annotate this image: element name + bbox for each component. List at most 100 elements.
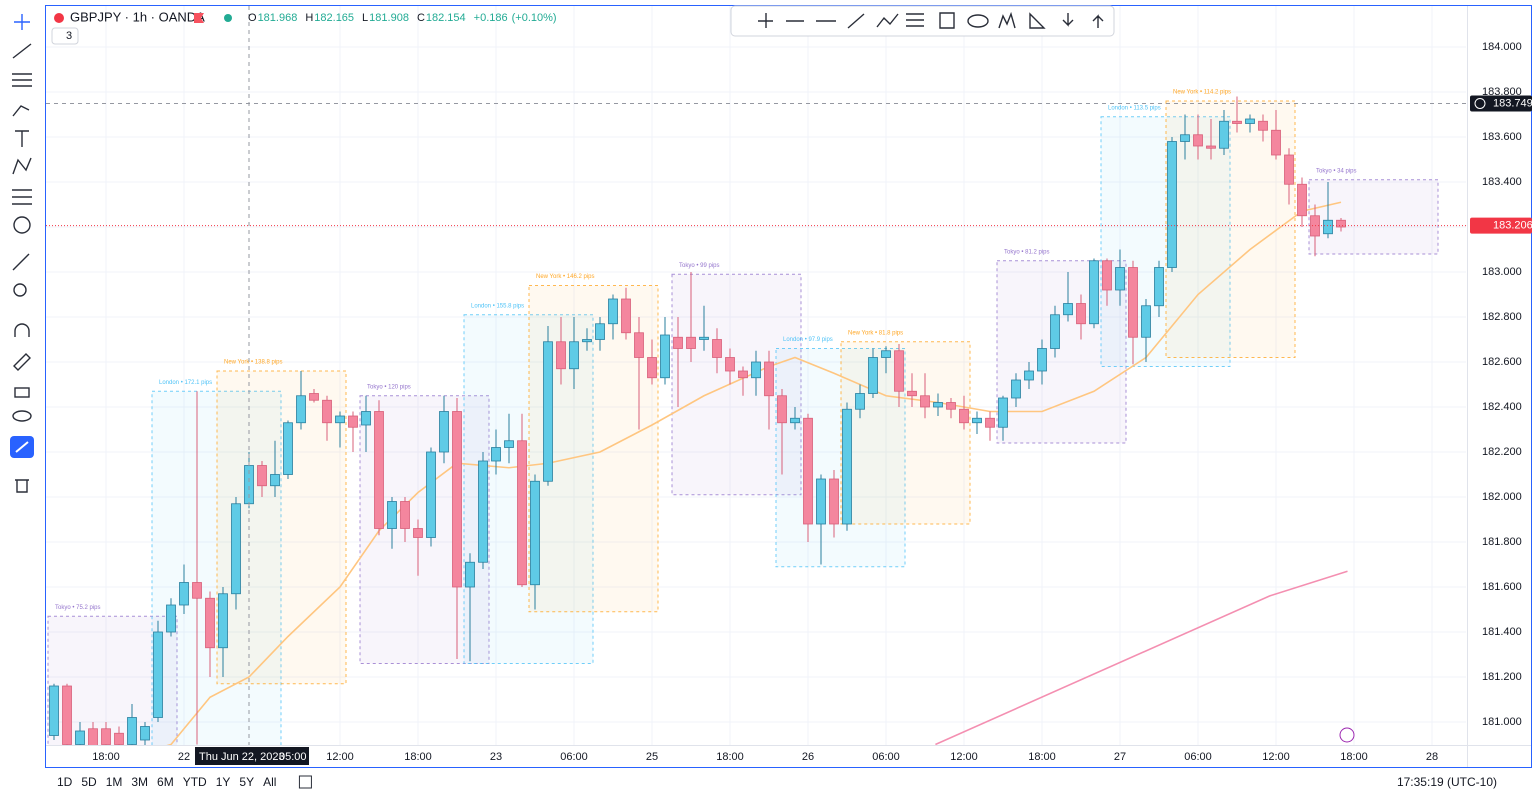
candle-body [335, 415, 345, 424]
candle-body [699, 336, 709, 340]
candle-body [1284, 154, 1294, 185]
zoom-tool[interactable] [13, 283, 27, 297]
lock-tool[interactable] [14, 387, 30, 398]
brush-tool[interactable] [12, 105, 30, 117]
candle-body [569, 341, 579, 370]
candle-body [1297, 183, 1307, 217]
ohlc-value: 181.968 [258, 12, 298, 24]
session-label: Tokyo • 99 pips [679, 263, 719, 269]
session-label: New York • 114.2 pips [1173, 90, 1231, 96]
change: +0.186 [474, 12, 508, 24]
crosshair-tool[interactable] [14, 14, 30, 30]
range-button[interactable]: 5Y [239, 775, 254, 789]
pattern-tool[interactable] [12, 157, 32, 175]
ohlc-key: H [305, 12, 313, 24]
candle-body [1011, 379, 1021, 399]
candle-body [1115, 267, 1125, 291]
ruler-tool[interactable] [12, 253, 30, 271]
x-tick-label: 22 [178, 751, 190, 763]
trendline-tool[interactable] [12, 43, 32, 59]
candle-body [1089, 260, 1099, 325]
candle-body [881, 350, 891, 358]
candle-body [1258, 120, 1268, 131]
candle-body [712, 339, 722, 358]
toolbar-icons [12, 14, 32, 422]
x-tick-label: 18:00 [404, 751, 432, 763]
delete-tool[interactable] [15, 479, 29, 493]
candle-body [1232, 120, 1242, 124]
candle-body [439, 411, 449, 453]
candle-body [985, 417, 995, 428]
session-label: London • 155.8 pips [471, 303, 524, 309]
candle-body [1076, 303, 1086, 325]
ohlc-key: L [362, 12, 368, 24]
candle-body [1336, 219, 1346, 228]
candle-body [257, 465, 267, 487]
x-tick-label: 18:00 [92, 751, 120, 763]
candle-body [829, 478, 839, 525]
candle-body [868, 357, 878, 394]
candle-body [361, 411, 371, 426]
ohlc-value: 182.165 [314, 12, 354, 24]
x-tick-label: 18:00 [716, 751, 744, 763]
candle-body [530, 480, 540, 586]
indicator-toggle[interactable] [51, 27, 79, 45]
candle-body [725, 357, 735, 372]
candle-body [660, 334, 670, 379]
candle-body [1063, 303, 1073, 316]
price-tag: 183.206 [1493, 220, 1533, 232]
text-tool[interactable] [15, 130, 29, 147]
range-button[interactable]: 1Y [216, 775, 231, 789]
candle-body [764, 361, 774, 397]
x-tick-label: 26 [802, 751, 814, 763]
candle-body [452, 411, 462, 588]
session-label: Tokyo • 120 pips [367, 384, 411, 390]
fib-tool[interactable] [12, 73, 32, 87]
range-button[interactable]: 1M [106, 775, 123, 789]
ohlc-key: O [248, 12, 257, 24]
session-label: London • 113.5 pips [1108, 105, 1161, 111]
candle-body [1167, 141, 1177, 268]
candle-body [907, 390, 917, 397]
y-tick-label: 183.000 [1482, 266, 1522, 278]
candle-body [153, 631, 163, 718]
candle-body [673, 336, 683, 349]
x-tick-label: 06:00 [560, 751, 588, 763]
x-tick-label: 06:00 [872, 751, 900, 763]
candle-body [790, 417, 800, 424]
forecast-tool[interactable] [12, 189, 32, 205]
candle-body [1323, 219, 1333, 235]
lock-drawing-tool[interactable] [13, 353, 31, 371]
y-tick-label: 181.400 [1482, 626, 1522, 638]
range-button[interactable]: All [263, 775, 276, 789]
range-button[interactable]: YTD [183, 775, 207, 789]
candle-body [504, 440, 514, 448]
candle-body [231, 503, 241, 595]
x-tick-label: 12:00 [1262, 751, 1290, 763]
candle-body [1180, 134, 1190, 142]
symbol[interactable]: GBPJPY · 1h · OANDA [70, 9, 205, 24]
y-tick-label: 182.800 [1482, 311, 1522, 323]
x-tick-label: 23 [490, 751, 502, 763]
session-label: New York • 138.8 pips [224, 360, 282, 366]
range-button[interactable]: 3M [131, 775, 148, 789]
hide-tool[interactable] [12, 410, 32, 422]
candle-body [1050, 314, 1060, 349]
plot-area: Tokyo • 75.2 pips London • 172.1 pips New … [46, 6, 1466, 745]
y-tick-label: 181.800 [1482, 536, 1522, 548]
icon-tool[interactable] [13, 216, 31, 234]
range-button[interactable]: 6M [157, 775, 174, 789]
range-button[interactable]: 5D [81, 775, 97, 789]
add-alert [1474, 97, 1486, 109]
candle-body [75, 730, 85, 745]
range-button[interactable]: 1D [57, 775, 73, 789]
y-tick-label: 182.400 [1482, 401, 1522, 413]
candle-body [283, 422, 293, 475]
magnet-tool[interactable] [14, 323, 30, 337]
line [166, 201, 1342, 745]
candle-body [179, 582, 189, 606]
candle-body [478, 460, 488, 563]
x-tick-label: 18:00 [1340, 751, 1368, 763]
candle-body [621, 298, 631, 334]
